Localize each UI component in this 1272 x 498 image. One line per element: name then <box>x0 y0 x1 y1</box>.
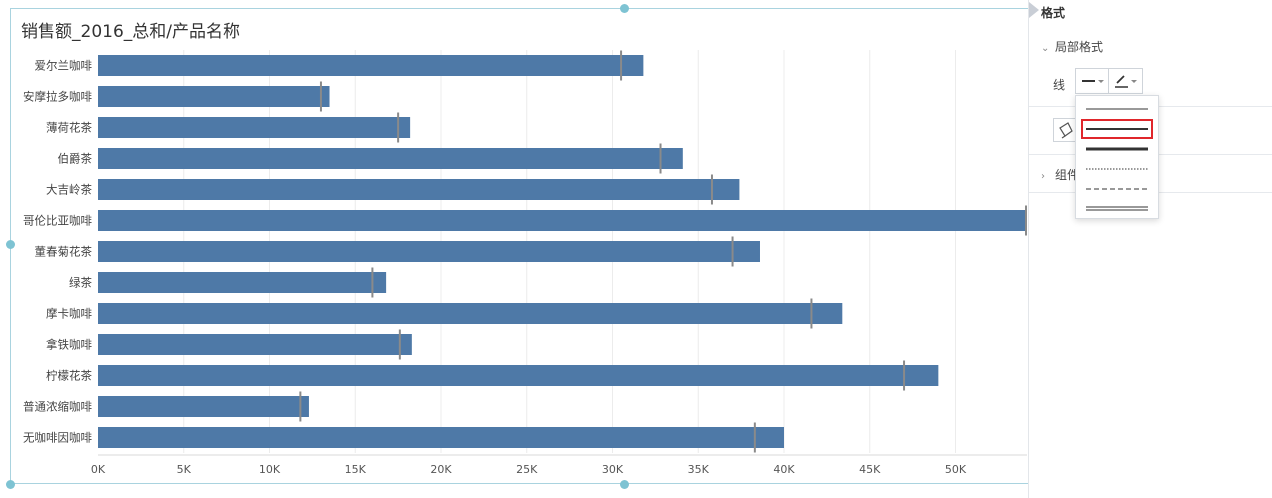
x-tick-label: 20K <box>430 463 452 476</box>
section-local-format-label: 局部格式 <box>1055 40 1104 54</box>
y-category-label: 摩卡咖啡 <box>46 307 92 321</box>
x-tick-label: 5K <box>177 463 192 476</box>
bar[interactable] <box>98 117 411 138</box>
y-category-label: 薄荷花茶 <box>46 121 92 135</box>
chart-title: 销售额_2016_总和/产品名称 <box>21 22 240 42</box>
y-category-label: 无咖啡因咖啡 <box>23 431 92 445</box>
line-label: 线 <box>1053 78 1066 92</box>
resize-handle-bottom[interactable] <box>620 480 629 489</box>
y-category-label: 普通浓缩咖啡 <box>23 400 92 414</box>
bar[interactable] <box>98 365 939 386</box>
line-style-dropdown-button[interactable] <box>1075 68 1109 94</box>
format-pane: 格式 ⌄ 局部格式 线 › 组件 <box>1028 0 1272 498</box>
x-tick-label: 15K <box>345 463 367 476</box>
bar[interactable] <box>98 427 784 448</box>
section-component[interactable]: › 组件 <box>1041 166 1079 183</box>
line-option-dashed[interactable] <box>1082 180 1152 198</box>
section-local-format[interactable]: ⌄ 局部格式 <box>1041 38 1103 55</box>
bar[interactable] <box>98 179 740 200</box>
dotted-line-icon <box>1086 168 1148 170</box>
x-tick-label: 40K <box>773 463 795 476</box>
y-category-label: 伯爵茶 <box>58 152 93 166</box>
y-category-label: 绿茶 <box>69 276 92 290</box>
thin-line-icon <box>1086 108 1148 110</box>
bar[interactable] <box>98 272 387 293</box>
bar[interactable] <box>98 303 843 324</box>
y-category-label: 哥伦比亚咖啡 <box>23 214 92 228</box>
x-tick-label: 50K <box>945 463 967 476</box>
thick-line-icon <box>1086 147 1148 151</box>
chevron-down-icon: ⌄ <box>1041 43 1050 54</box>
x-tick-label: 30K <box>602 463 624 476</box>
bar-chart: 0K 5K 10K 15K 20K 25K 30K 35K 40K 45K 50K 爱尔兰咖啡安摩拉多… <box>23 50 1027 476</box>
pen-icon <box>1115 75 1137 88</box>
format-painter-icon <box>1059 122 1073 139</box>
format-painter-button[interactable] <box>1053 118 1079 142</box>
bar[interactable] <box>98 210 1027 231</box>
y-category-label: 大吉岭茶 <box>46 183 92 197</box>
chevron-right-icon: › <box>1041 171 1045 182</box>
line-style-menu <box>1075 95 1159 219</box>
y-category-label: 安摩拉多咖啡 <box>23 90 92 104</box>
x-tick-label: 10K <box>259 463 281 476</box>
line-style-icon <box>1082 80 1104 83</box>
bar[interactable] <box>98 334 412 355</box>
line-option-dotted[interactable] <box>1082 160 1152 178</box>
resize-handle-bottom-left[interactable] <box>6 480 15 489</box>
line-option-thin[interactable] <box>1082 100 1152 118</box>
bar[interactable] <box>98 55 644 76</box>
y-category-label: 柠檬花茶 <box>46 369 92 383</box>
line-option-medium[interactable] <box>1081 119 1153 139</box>
line-option-thick[interactable] <box>1082 140 1152 158</box>
double-line-icon <box>1086 206 1148 211</box>
bar[interactable] <box>98 241 760 262</box>
section-component-label: 组件 <box>1055 168 1080 182</box>
x-tick-label: 0K <box>91 463 106 476</box>
bar[interactable] <box>98 396 309 417</box>
y-category-label: 拿铁咖啡 <box>46 338 92 352</box>
bar[interactable] <box>98 86 330 107</box>
medium-line-icon <box>1086 128 1148 130</box>
pane-title: 格式 <box>1041 6 1066 20</box>
bar[interactable] <box>98 148 683 169</box>
x-tick-label: 35K <box>688 463 710 476</box>
y-category-label: 董春菊花茶 <box>35 245 93 259</box>
line-option-double[interactable] <box>1082 200 1152 218</box>
resize-handle-top[interactable] <box>620 4 629 13</box>
x-tick-label: 25K <box>516 463 538 476</box>
collapse-pane-icon[interactable] <box>1029 2 1039 18</box>
x-tick-label: 45K <box>859 463 881 476</box>
chart-panel[interactable]: 销售额_2016_总和/产品名称 0K 5K 10K 15K 20K 25K 30K 35K 4… <box>0 0 1028 498</box>
line-color-dropdown-button[interactable] <box>1109 68 1143 94</box>
dashed-line-icon <box>1086 188 1148 190</box>
resize-handle-left[interactable] <box>6 240 15 249</box>
y-category-label: 爱尔兰咖啡 <box>35 59 93 73</box>
